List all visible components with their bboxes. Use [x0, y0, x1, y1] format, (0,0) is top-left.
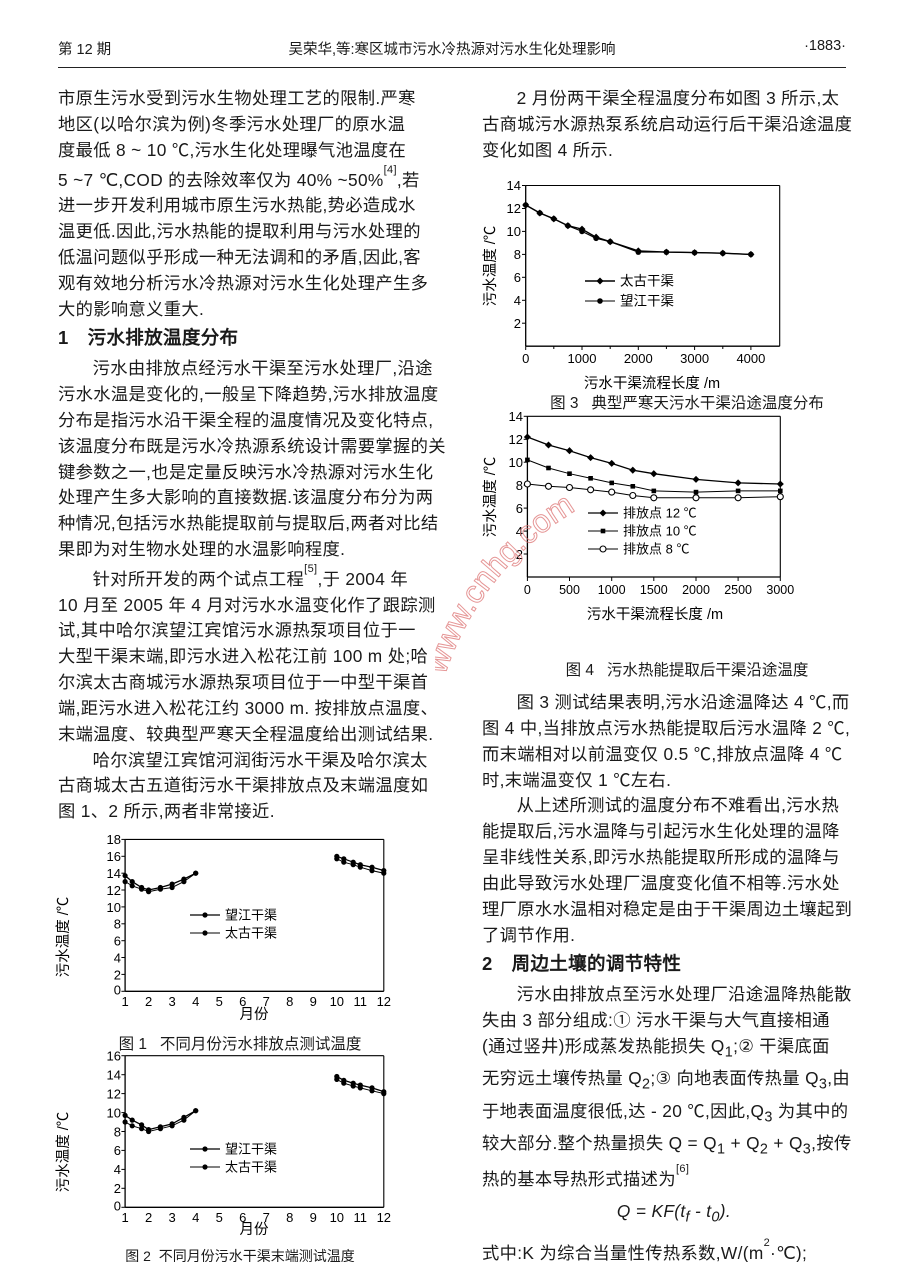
- svg-text:3000: 3000: [680, 351, 709, 366]
- svg-text:望江干渠: 望江干渠: [225, 1142, 277, 1157]
- svg-text:14: 14: [509, 409, 523, 424]
- svg-text:14: 14: [507, 178, 521, 193]
- svg-text:1: 1: [121, 994, 128, 1009]
- svg-text:5: 5: [216, 1210, 223, 1225]
- svg-text:4: 4: [192, 1210, 199, 1225]
- svg-text:2000: 2000: [624, 351, 653, 366]
- svg-text:6: 6: [114, 1143, 121, 1158]
- svg-text:8: 8: [286, 1210, 293, 1225]
- svg-text:望江干渠: 望江干渠: [620, 294, 674, 309]
- svg-text:10: 10: [107, 1105, 121, 1120]
- svg-text:4: 4: [516, 524, 523, 539]
- svg-text:排放点 10 ℃: 排放点 10 ℃: [623, 524, 697, 539]
- svg-text:16: 16: [107, 1049, 121, 1064]
- svg-text:2500: 2500: [724, 583, 752, 597]
- svg-text:1000: 1000: [598, 583, 626, 597]
- svg-text:14: 14: [107, 866, 121, 881]
- svg-text:10: 10: [107, 900, 121, 915]
- svg-text:0: 0: [114, 982, 121, 997]
- svg-text:16: 16: [107, 849, 121, 864]
- svg-text:8: 8: [286, 994, 293, 1009]
- svg-text:污水温度 /℃: 污水温度 /℃: [55, 897, 72, 978]
- svg-text:12: 12: [509, 432, 523, 447]
- svg-text:9: 9: [310, 994, 317, 1009]
- svg-text:8: 8: [114, 917, 121, 932]
- svg-text:5: 5: [216, 994, 223, 1009]
- svg-text:2: 2: [114, 967, 121, 982]
- svg-text:3000: 3000: [766, 583, 794, 597]
- svg-text:4: 4: [114, 951, 121, 966]
- svg-text:8: 8: [514, 247, 521, 262]
- svg-text:12: 12: [507, 201, 521, 216]
- svg-text:10: 10: [330, 1210, 344, 1225]
- svg-text:12: 12: [377, 994, 391, 1009]
- svg-text:2: 2: [514, 316, 521, 331]
- svg-text:3: 3: [168, 994, 175, 1009]
- svg-text:6: 6: [514, 270, 521, 285]
- svg-text:月份: 月份: [240, 1006, 269, 1023]
- svg-text:2: 2: [145, 994, 152, 1009]
- svg-text:排放点 8 ℃: 排放点 8 ℃: [623, 542, 689, 557]
- svg-text:2000: 2000: [682, 583, 710, 597]
- svg-text:11: 11: [354, 1210, 368, 1225]
- svg-text:12: 12: [107, 1086, 121, 1101]
- svg-text:14: 14: [107, 1068, 121, 1083]
- svg-text:2: 2: [145, 1210, 152, 1225]
- svg-text:8: 8: [516, 478, 523, 493]
- svg-text:6: 6: [516, 501, 523, 516]
- svg-text:4: 4: [192, 994, 199, 1009]
- svg-text:污水温度 /℃: 污水温度 /℃: [55, 1112, 72, 1193]
- svg-text:12: 12: [107, 883, 121, 898]
- svg-text:太古干渠: 太古干渠: [620, 274, 674, 289]
- svg-text:10: 10: [509, 455, 523, 470]
- svg-text:9: 9: [310, 1210, 317, 1225]
- svg-text:12: 12: [377, 1210, 391, 1225]
- svg-text:18: 18: [107, 832, 121, 847]
- svg-text:2: 2: [114, 1181, 121, 1196]
- svg-text:0: 0: [114, 1199, 121, 1214]
- svg-text:1000: 1000: [568, 351, 597, 366]
- svg-text:0: 0: [522, 351, 529, 366]
- svg-text:8: 8: [114, 1124, 121, 1139]
- svg-text:太古干渠: 太古干渠: [225, 1160, 277, 1175]
- svg-text:太古干渠: 太古干渠: [225, 926, 277, 941]
- svg-text:4: 4: [514, 293, 521, 308]
- svg-text:1500: 1500: [640, 583, 668, 597]
- svg-text:2: 2: [516, 547, 523, 562]
- svg-text:0: 0: [524, 583, 531, 597]
- svg-text:11: 11: [354, 994, 368, 1009]
- svg-text:1: 1: [121, 1210, 128, 1225]
- svg-text:10: 10: [507, 224, 521, 239]
- svg-text:污水干渠流程长度 /m: 污水干渠流程长度 /m: [584, 375, 720, 392]
- svg-text:4000: 4000: [736, 351, 765, 366]
- svg-text:月份: 月份: [240, 1221, 269, 1238]
- svg-text:污水干渠流程长度 /m: 污水干渠流程长度 /m: [587, 606, 723, 623]
- svg-text:3: 3: [168, 1210, 175, 1225]
- svg-text:望江干渠: 望江干渠: [225, 908, 277, 923]
- svg-text:10: 10: [330, 994, 344, 1009]
- svg-text:污水温度 /℃: 污水温度 /℃: [482, 226, 499, 307]
- svg-text:500: 500: [559, 583, 580, 597]
- svg-text:污水温度 /℃: 污水温度 /℃: [482, 457, 499, 538]
- svg-text:排放点 12 ℃: 排放点 12 ℃: [623, 506, 697, 521]
- svg-text:6: 6: [114, 934, 121, 949]
- svg-text:4: 4: [114, 1162, 121, 1177]
